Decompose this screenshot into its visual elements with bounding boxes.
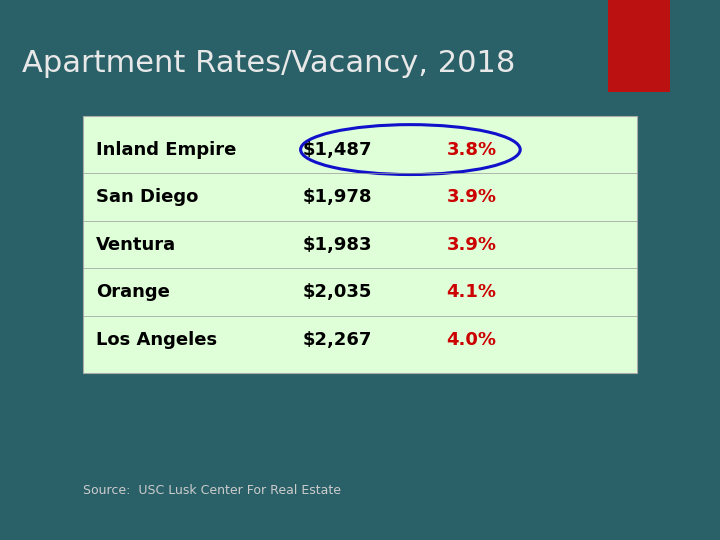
Text: $1,983: $1,983 <box>302 235 372 254</box>
Text: $2,035: $2,035 <box>302 283 372 301</box>
Text: 3.9%: 3.9% <box>446 235 496 254</box>
Text: $1,978: $1,978 <box>302 188 372 206</box>
Text: Los Angeles: Los Angeles <box>96 330 217 349</box>
Text: 4.1%: 4.1% <box>446 283 496 301</box>
Text: 3.9%: 3.9% <box>446 188 496 206</box>
FancyBboxPatch shape <box>83 116 637 373</box>
Text: $1,487: $1,487 <box>302 140 372 159</box>
Text: 3.8%: 3.8% <box>446 140 497 159</box>
Text: $2,267: $2,267 <box>302 330 372 349</box>
Text: Inland Empire: Inland Empire <box>96 140 236 159</box>
Text: 4.0%: 4.0% <box>446 330 496 349</box>
Text: Ventura: Ventura <box>96 235 176 254</box>
Text: Source:  USC Lusk Center For Real Estate: Source: USC Lusk Center For Real Estate <box>83 484 341 497</box>
Text: Apartment Rates/Vacancy, 2018: Apartment Rates/Vacancy, 2018 <box>22 49 515 78</box>
Text: San Diego: San Diego <box>96 188 198 206</box>
Text: Orange: Orange <box>96 283 170 301</box>
FancyBboxPatch shape <box>608 0 670 92</box>
